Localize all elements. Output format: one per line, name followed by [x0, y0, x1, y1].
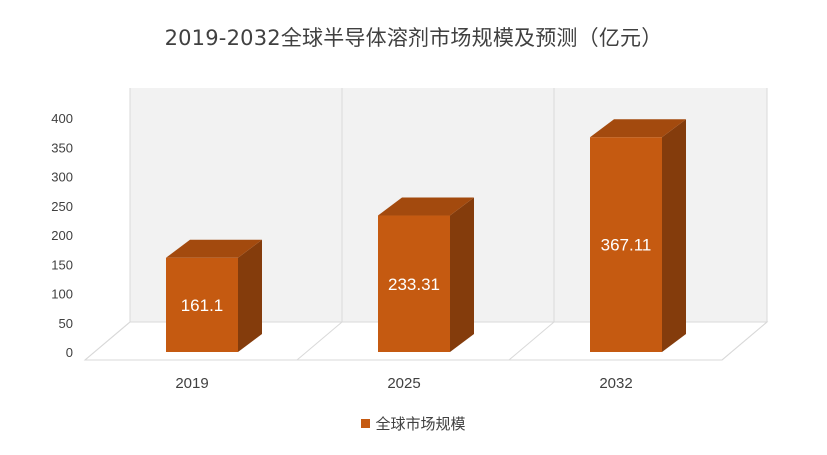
- y-tick-label: 400: [51, 111, 73, 126]
- bar-front-face: [166, 257, 238, 352]
- bar: 367.11: [590, 119, 686, 352]
- legend: 全球市场规模: [0, 413, 827, 434]
- y-tick-label: 100: [51, 287, 73, 302]
- x-axis: 2019 2025 2032: [175, 375, 632, 392]
- bar-side-face: [238, 239, 262, 352]
- data-label: 367.11: [601, 236, 652, 255]
- bar-series: 161.1 233.31 367.11: [166, 119, 686, 352]
- y-tick-label: 0: [66, 345, 73, 360]
- bar: 161.1: [166, 239, 262, 352]
- legend-swatch: [361, 419, 371, 428]
- y-tick-label: 350: [51, 140, 73, 155]
- floor-divider: [508, 321, 555, 361]
- y-tick-label: 300: [51, 170, 73, 185]
- bar-top-face: [378, 197, 474, 216]
- x-tick-label: 2032: [599, 375, 632, 392]
- bar-front-face: [378, 215, 450, 352]
- x-tick-label: 2019: [175, 375, 208, 392]
- data-label: 161.1: [181, 296, 224, 315]
- x-tick-label: 2025: [387, 375, 420, 392]
- floor-divider: [84, 321, 131, 361]
- floor-divider: [296, 321, 343, 361]
- chart-title: 2019-2032全球半导体溶剂市场规模及预测（亿元）: [164, 26, 663, 50]
- y-tick-label: 50: [59, 316, 73, 331]
- y-axis: 0 50 100 150 200 250 300 350 400: [51, 111, 73, 360]
- bar-front-face: [590, 137, 662, 352]
- y-tick-label: 250: [51, 199, 73, 214]
- bar-top-face: [590, 119, 686, 138]
- bar-top-face: [166, 239, 262, 258]
- bar-side-face: [450, 197, 474, 352]
- floor-divider: [721, 321, 768, 361]
- legend-label: 全球市场规模: [375, 415, 466, 433]
- bar: 233.31: [378, 197, 474, 352]
- y-tick-label: 200: [51, 228, 73, 243]
- bar-side-face: [662, 119, 686, 352]
- data-label: 233.31: [388, 275, 440, 294]
- y-tick-label: 150: [51, 257, 73, 272]
